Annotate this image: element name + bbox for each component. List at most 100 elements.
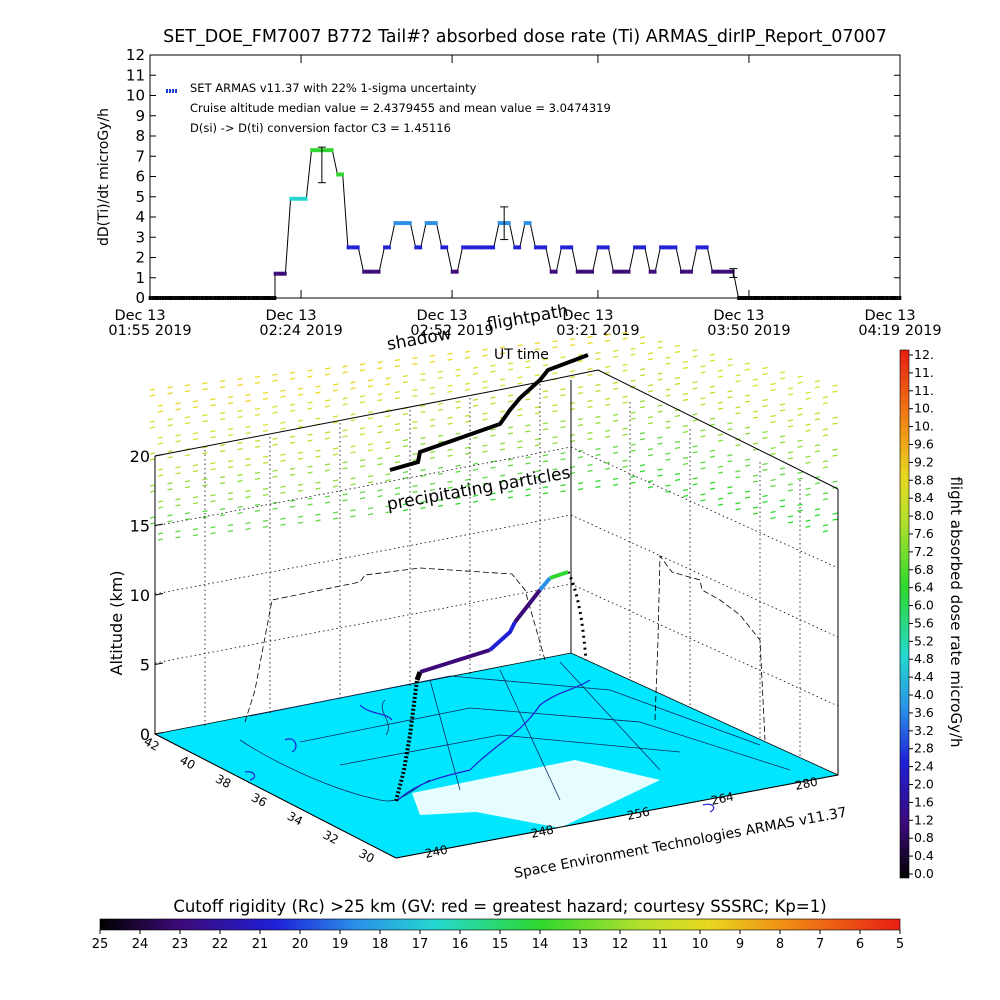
particle-dash [167, 456, 173, 459]
particle-dash [517, 478, 523, 481]
particle-dash [692, 355, 698, 358]
dose-point [872, 296, 876, 300]
right-descent [566, 571, 588, 661]
particle-dash [377, 431, 383, 434]
legend-conversion: D(si) -> D(ti) conversion factor C3 = 1.… [190, 121, 451, 135]
particle-dash [525, 424, 531, 427]
particle-dash [717, 439, 724, 442]
particle-dash [630, 379, 636, 382]
dose-point [797, 296, 800, 300]
dose-point [633, 245, 636, 250]
particle-dash [490, 498, 496, 501]
dose-point [893, 296, 897, 300]
z-tick [154, 662, 164, 665]
rigidity-colorbar-tick-label: 20 [292, 937, 309, 952]
particle-dash [577, 385, 584, 389]
particle-dash [552, 410, 558, 413]
particle-dash [490, 492, 496, 495]
dose-point [497, 221, 501, 226]
dose-point [362, 269, 365, 274]
z-axis-ticks: 0 5 10 15 20 [130, 447, 164, 744]
dose-colorbar-label: flight absorbed dose rate microGy/h [947, 476, 965, 747]
particle-dash [630, 475, 636, 478]
latitude-tick-label: 36 [249, 790, 269, 810]
particle-dash [412, 356, 418, 360]
latitude-ticks: 42 40 38 36 34 32 30 [142, 734, 377, 866]
dose-point [416, 245, 420, 250]
dose-point [607, 245, 610, 250]
particle-dash [464, 356, 471, 359]
particle-dash [342, 371, 348, 374]
particle-dash [647, 480, 654, 483]
dose-point [185, 296, 188, 300]
particle-dash [332, 485, 339, 488]
longitude-tick-label: 264 [710, 789, 735, 807]
dose-point [817, 296, 821, 300]
dose-point [742, 296, 746, 300]
dose-point [273, 271, 277, 276]
flightpath-ceiling [389, 353, 589, 472]
particle-dash [385, 511, 391, 514]
dose-point [289, 196, 292, 201]
particle-dash [595, 351, 601, 355]
particle-dash [709, 449, 716, 452]
particle-dash [797, 503, 803, 506]
dose-point [148, 296, 152, 300]
particle-dash [700, 397, 706, 400]
particle-dash [542, 428, 549, 431]
particle-dash [587, 367, 593, 371]
particle-dash [612, 355, 619, 359]
particle-dash [210, 494, 216, 497]
particle-dash [262, 397, 269, 401]
particle-dash [350, 451, 356, 454]
particle-dash [577, 481, 584, 485]
particle-dash [315, 513, 321, 516]
particle-dash [499, 352, 506, 355]
particle-dash [577, 353, 584, 357]
dose-point [242, 296, 246, 300]
dose-point [567, 245, 571, 250]
dose-point [336, 172, 339, 177]
dose-point [435, 221, 438, 226]
dose-point [260, 296, 264, 300]
particle-dash [822, 466, 829, 469]
particle-dash [630, 443, 636, 446]
y-tick-label: 1 [135, 269, 145, 287]
dose-colorbar-tick-label: 2.4 [914, 759, 934, 774]
particle-dash [184, 486, 191, 489]
particle-dash [612, 419, 619, 423]
particle-dash [647, 454, 654, 457]
dose-point [492, 245, 496, 250]
y-tick-label: 3 [135, 228, 145, 246]
particle-dash [797, 407, 803, 410]
dose-point [330, 148, 334, 153]
particle-dash [157, 468, 164, 471]
particle-dash [359, 459, 366, 462]
rigidity-colorbar-tick-label: 5 [896, 937, 904, 952]
particle-dash [280, 389, 286, 392]
particle-dash [770, 414, 776, 418]
particle-dash [665, 458, 671, 461]
particle-dash [184, 416, 191, 419]
particle-dash [595, 479, 601, 483]
particle-dash [245, 463, 251, 467]
particle-dash [289, 377, 296, 380]
dose-colorbar-tick-label: 7.2 [914, 544, 934, 559]
particle-dash [167, 520, 173, 523]
particle-dash [490, 428, 496, 431]
particle-dash [175, 408, 181, 411]
particle-dash [157, 404, 164, 407]
particle-dash [692, 419, 698, 422]
particle-dash [289, 435, 296, 438]
dose-point [302, 196, 305, 201]
particle-dash [779, 371, 786, 374]
particle-dash [447, 448, 453, 451]
particle-dash [507, 362, 514, 365]
particle-dash [814, 482, 821, 485]
particle-dash [367, 417, 374, 420]
dose-point [875, 296, 878, 300]
particle-dash [262, 423, 269, 427]
particle-dash [612, 445, 619, 449]
particle-dash [149, 426, 156, 429]
x-tick-label-date: Dec 13 [417, 308, 468, 324]
